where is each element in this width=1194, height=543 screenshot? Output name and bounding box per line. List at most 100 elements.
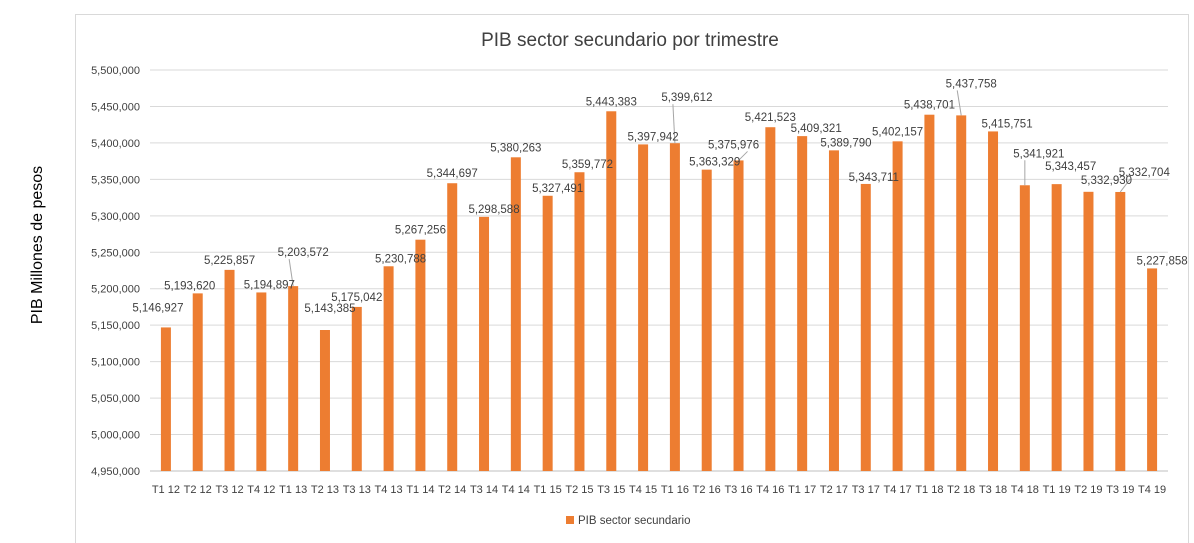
bar xyxy=(288,286,299,471)
data-label: 5,359,772 xyxy=(562,159,613,171)
data-label-leaders xyxy=(288,90,1131,287)
data-label: 5,143,385 xyxy=(304,303,355,315)
data-label: 5,227,858 xyxy=(1137,255,1188,267)
data-label: 5,194,897 xyxy=(244,279,295,291)
data-label: 5,380,263 xyxy=(490,142,541,154)
bar xyxy=(892,141,903,472)
bar xyxy=(828,150,839,472)
x-tick-label: T4 19 xyxy=(1138,484,1166,496)
y-tick-label: 5,350,000 xyxy=(91,174,140,186)
bar xyxy=(765,127,776,472)
x-tick-label: T2 14 xyxy=(438,484,466,496)
bar xyxy=(192,293,203,471)
bar xyxy=(415,239,426,471)
y-tick-label: 5,100,000 xyxy=(91,357,140,369)
x-tick-label: T2 18 xyxy=(947,484,975,496)
x-tick-label: T2 12 xyxy=(184,484,212,496)
x-tick-label: T3 18 xyxy=(979,484,1007,496)
data-label: 5,389,790 xyxy=(820,137,871,149)
bar xyxy=(1019,185,1030,471)
data-label: 5,409,321 xyxy=(791,123,842,135)
bar xyxy=(542,195,553,471)
bar xyxy=(797,136,808,472)
x-tick-label: T4 17 xyxy=(884,484,912,496)
data-label: 5,343,711 xyxy=(849,172,899,184)
bar xyxy=(669,143,680,472)
x-tick-label: T4 18 xyxy=(1011,484,1039,496)
bar xyxy=(924,114,935,472)
bar xyxy=(351,306,362,471)
data-label: 5,415,751 xyxy=(981,118,1032,130)
x-tick-label: T3 12 xyxy=(215,484,243,496)
x-tick-label: T4 13 xyxy=(375,484,403,496)
y-tick-label: 5,400,000 xyxy=(91,138,140,150)
x-tick-label: T4 15 xyxy=(629,484,657,496)
data-label: 5,343,457 xyxy=(1045,161,1096,173)
bar xyxy=(1051,184,1062,471)
x-tick-label: T3 15 xyxy=(597,484,625,496)
bar xyxy=(319,330,330,471)
bar xyxy=(383,266,394,471)
x-tick-label: T3 13 xyxy=(343,484,371,496)
x-tick-label: T1 14 xyxy=(406,484,434,496)
y-tick-label: 5,500,000 xyxy=(91,65,140,77)
bars xyxy=(160,111,1158,472)
bar xyxy=(733,160,744,471)
legend-label: PIB sector secundario xyxy=(578,515,691,527)
y-tick-label: 5,200,000 xyxy=(91,284,140,296)
data-label: 5,341,921 xyxy=(1013,148,1064,160)
x-tick-label: T2 15 xyxy=(565,484,593,496)
bar xyxy=(988,131,999,472)
bar xyxy=(447,183,458,471)
x-tick-label: T3 16 xyxy=(724,484,752,496)
gridlines xyxy=(150,69,1168,472)
data-label: 5,146,927 xyxy=(132,302,183,314)
x-tick-label: T2 16 xyxy=(693,484,721,496)
data-label: 5,327,491 xyxy=(532,183,583,195)
data-label: 5,437,758 xyxy=(946,78,997,90)
data-label: 5,193,620 xyxy=(164,280,215,292)
bar xyxy=(956,115,967,472)
bar xyxy=(1083,191,1094,472)
data-label: 5,225,857 xyxy=(204,255,255,267)
x-tick-label: T2 19 xyxy=(1074,484,1102,496)
bar xyxy=(701,169,712,472)
bar xyxy=(574,172,585,471)
data-label: 5,175,042 xyxy=(331,292,382,304)
data-label: 5,298,588 xyxy=(468,204,519,216)
bar xyxy=(510,157,521,471)
bar xyxy=(638,144,649,472)
data-label: 5,203,572 xyxy=(278,247,329,259)
bar xyxy=(224,269,235,471)
x-tick-label: T2 13 xyxy=(311,484,339,496)
y-tick-label: 4,950,000 xyxy=(91,466,140,478)
x-tick-label: T1 18 xyxy=(915,484,943,496)
x-tick-label: T3 14 xyxy=(470,484,498,496)
data-label: 5,397,942 xyxy=(628,131,679,143)
bar xyxy=(1147,268,1158,471)
legend: PIB sector secundario xyxy=(566,515,691,527)
x-tick-label: T2 17 xyxy=(820,484,848,496)
data-labels: 5,146,927 5,193,620 5,225,857 5,194,897 5,20… xyxy=(132,78,1187,315)
x-tick-label: T4 14 xyxy=(502,484,530,496)
data-label: 5,267,256 xyxy=(395,225,446,237)
data-label: 5,363,329 xyxy=(689,157,740,169)
x-tick-label: T1 19 xyxy=(1043,484,1071,496)
bar xyxy=(160,327,171,471)
x-tick-label: T1 17 xyxy=(788,484,816,496)
x-tick-label: T1 16 xyxy=(661,484,689,496)
bar xyxy=(606,111,617,472)
x-tick-label: T3 17 xyxy=(852,484,880,496)
data-label: 5,344,697 xyxy=(427,168,478,180)
x-tick-label: T1 15 xyxy=(534,484,562,496)
y-axis-ticks: 4,950,000 5,000,000 5,050,000 5,100,000 5,15… xyxy=(91,65,140,478)
x-tick-label: T3 19 xyxy=(1106,484,1134,496)
y-tick-label: 5,150,000 xyxy=(91,320,140,332)
label-leader-line xyxy=(956,90,962,116)
y-tick-label: 5,050,000 xyxy=(91,393,140,405)
data-label: 5,375,976 xyxy=(708,139,759,151)
data-label: 5,399,612 xyxy=(661,92,712,104)
data-label: 5,402,157 xyxy=(872,126,923,138)
data-label: 5,421,523 xyxy=(745,112,796,124)
